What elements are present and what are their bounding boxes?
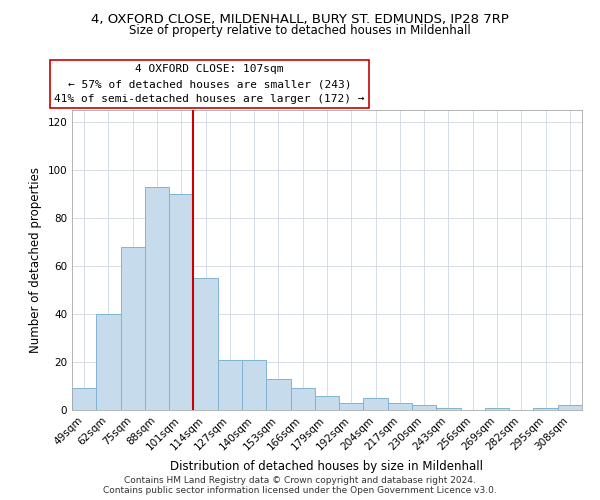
Bar — [533, 408, 558, 410]
Bar — [193, 278, 218, 410]
X-axis label: Distribution of detached houses by size in Mildenhall: Distribution of detached houses by size … — [170, 460, 484, 473]
Y-axis label: Number of detached properties: Number of detached properties — [29, 167, 42, 353]
Text: Size of property relative to detached houses in Mildenhall: Size of property relative to detached ho… — [129, 24, 471, 37]
Bar — [436, 408, 461, 410]
Bar — [558, 405, 582, 410]
Bar — [121, 247, 145, 410]
Text: Contains HM Land Registry data © Crown copyright and database right 2024.: Contains HM Land Registry data © Crown c… — [124, 476, 476, 485]
Bar — [339, 403, 364, 410]
Bar — [242, 360, 266, 410]
Bar — [266, 379, 290, 410]
Bar — [364, 398, 388, 410]
Bar — [388, 403, 412, 410]
Bar — [218, 360, 242, 410]
Bar — [96, 314, 121, 410]
Text: 4, OXFORD CLOSE, MILDENHALL, BURY ST. EDMUNDS, IP28 7RP: 4, OXFORD CLOSE, MILDENHALL, BURY ST. ED… — [91, 12, 509, 26]
Bar — [169, 194, 193, 410]
Text: Contains public sector information licensed under the Open Government Licence v3: Contains public sector information licen… — [103, 486, 497, 495]
Bar — [485, 408, 509, 410]
Bar — [412, 405, 436, 410]
Bar — [290, 388, 315, 410]
Bar — [315, 396, 339, 410]
Text: 4 OXFORD CLOSE: 107sqm
← 57% of detached houses are smaller (243)
41% of semi-de: 4 OXFORD CLOSE: 107sqm ← 57% of detached… — [55, 64, 365, 104]
Bar — [72, 388, 96, 410]
Bar — [145, 187, 169, 410]
